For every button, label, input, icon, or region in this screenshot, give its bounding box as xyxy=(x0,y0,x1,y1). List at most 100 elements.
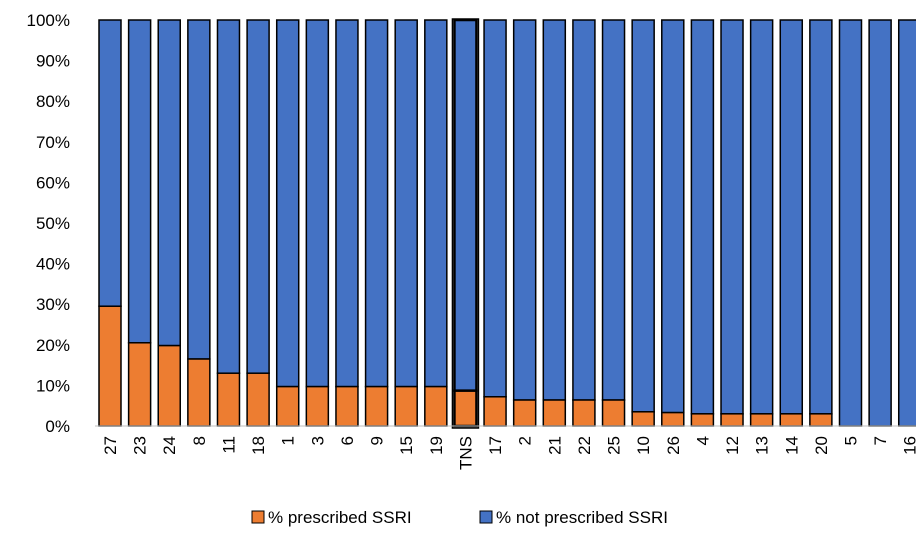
x-tick-label: 26 xyxy=(664,436,683,455)
bar-prescribed-23 xyxy=(127,342,152,427)
legend-label: % not prescribed SSRI xyxy=(496,508,668,527)
bar-prescribed-11 xyxy=(216,372,241,427)
bar-not-prescribed-3 xyxy=(305,19,330,388)
y-axis: 0% 10% 20% 30% 40% 50% 60% 70% 80% 90% 100% xyxy=(27,11,70,436)
x-tick-label: 18 xyxy=(249,436,268,455)
y-tick-label: 40% xyxy=(36,255,70,274)
bar-not-prescribed-9 xyxy=(364,19,389,388)
bar-prescribed-TNS xyxy=(453,389,478,428)
x-tick-label: 13 xyxy=(753,436,772,455)
bar-not-prescribed-TNS xyxy=(453,18,478,392)
x-tick-label: 2 xyxy=(516,436,535,445)
bar-prescribed-2 xyxy=(512,399,537,427)
x-tick-label: 10 xyxy=(634,436,653,455)
bar-not-prescribed-14 xyxy=(779,19,804,415)
bar-not-prescribed-19 xyxy=(424,19,448,388)
bar-not-prescribed-17 xyxy=(483,19,507,398)
y-tick-label: 50% xyxy=(36,214,70,233)
x-tick-label: 6 xyxy=(338,436,357,445)
legend: % prescribed SSRI % not prescribed SSRI xyxy=(251,508,668,527)
bar-prescribed-25 xyxy=(601,399,626,427)
y-tick-label: 0% xyxy=(45,417,70,436)
x-tick-label: 20 xyxy=(812,436,831,455)
y-tick-label: 60% xyxy=(36,173,70,192)
bar-not-prescribed-24 xyxy=(157,19,181,347)
bar-not-prescribed-1 xyxy=(275,19,300,388)
x-tick-label: 25 xyxy=(605,436,624,455)
x-tick-label: TNS xyxy=(456,436,475,470)
bar-prescribed-6 xyxy=(335,385,359,427)
bar-not-prescribed-4 xyxy=(690,19,715,415)
x-axis: 27 23 24 8 11 18 1 3 6 9 15 19 TNS 17 2 21 22 25 10 26 4 12 13… xyxy=(95,425,916,470)
x-tick-label: 24 xyxy=(160,436,179,455)
bar-prescribed-4 xyxy=(690,413,715,427)
x-tick-label: 1 xyxy=(279,436,298,445)
bar-not-prescribed-20 xyxy=(809,19,833,415)
y-tick-label: 80% xyxy=(36,92,70,111)
x-tick-label: 11 xyxy=(219,436,238,454)
bar-prescribed-1 xyxy=(275,385,300,427)
x-tick-label: 22 xyxy=(575,436,594,455)
bar-not-prescribed-26 xyxy=(661,19,685,414)
bar-not-prescribed-25 xyxy=(601,19,626,401)
bar-prescribed-17 xyxy=(483,396,507,427)
bar-not-prescribed-11 xyxy=(216,19,241,374)
bar-prescribed-12 xyxy=(720,413,744,427)
bar-not-prescribed-27 xyxy=(98,19,122,307)
bar-not-prescribed-21 xyxy=(542,19,567,401)
legend-swatch xyxy=(479,510,493,524)
x-tick-label: 15 xyxy=(397,436,416,455)
bar-prescribed-27 xyxy=(98,305,122,427)
legend-swatch xyxy=(251,510,265,524)
bar-prescribed-22 xyxy=(572,399,596,427)
x-tick-label: 16 xyxy=(901,436,916,455)
bar-not-prescribed-22 xyxy=(572,19,596,401)
x-tick-label: 27 xyxy=(101,436,120,455)
y-tick-label: 90% xyxy=(36,52,70,71)
bar-not-prescribed-6 xyxy=(335,19,359,388)
x-tick-label: 12 xyxy=(723,436,742,455)
bar-prescribed-24 xyxy=(157,344,181,427)
bar-prescribed-14 xyxy=(779,413,804,427)
x-tick-label: 4 xyxy=(693,436,712,445)
y-tick-label: 20% xyxy=(36,336,70,355)
bar-prescribed-26 xyxy=(661,411,685,427)
bar-prescribed-13 xyxy=(749,413,774,427)
bar-not-prescribed-13 xyxy=(749,19,774,415)
bar-prescribed-9 xyxy=(364,385,389,427)
y-tick-label: 100% xyxy=(27,11,70,30)
x-tick-label: 14 xyxy=(782,436,801,455)
legend-label: % prescribed SSRI xyxy=(268,508,412,527)
bar-not-prescribed-15 xyxy=(394,19,418,388)
bar-not-prescribed-23 xyxy=(127,19,152,344)
bar-prescribed-8 xyxy=(187,358,211,427)
bar-not-prescribed-18 xyxy=(246,19,270,374)
bar-not-prescribed-7 xyxy=(868,19,892,427)
bar-not-prescribed-2 xyxy=(512,19,537,401)
x-tick-label: 8 xyxy=(190,436,209,445)
x-tick-label: 7 xyxy=(871,436,890,445)
bar-not-prescribed-8 xyxy=(187,19,211,360)
bar-prescribed-3 xyxy=(305,385,330,427)
bar-prescribed-18 xyxy=(246,372,270,427)
x-tick-label: 5 xyxy=(842,436,861,445)
x-tick-label: 9 xyxy=(368,436,387,445)
bar-not-prescribed-5 xyxy=(838,19,863,427)
bar-not-prescribed-10 xyxy=(631,19,655,413)
y-tick-label: 10% xyxy=(36,376,70,395)
x-tick-label: 19 xyxy=(427,436,446,455)
bar-prescribed-20 xyxy=(809,413,833,427)
bar-prescribed-15 xyxy=(394,385,418,427)
x-tick-label: 21 xyxy=(545,436,564,455)
x-tick-label: 3 xyxy=(308,436,327,445)
bar-prescribed-21 xyxy=(542,399,567,427)
x-tick-label: 17 xyxy=(486,436,505,455)
bar-prescribed-10 xyxy=(631,411,655,427)
y-tick-label: 70% xyxy=(36,133,70,152)
bar-not-prescribed-12 xyxy=(720,19,744,415)
x-tick-label: 23 xyxy=(131,436,150,455)
bars xyxy=(98,18,916,429)
y-tick-label: 30% xyxy=(36,295,70,314)
bar-prescribed-19 xyxy=(424,385,448,427)
